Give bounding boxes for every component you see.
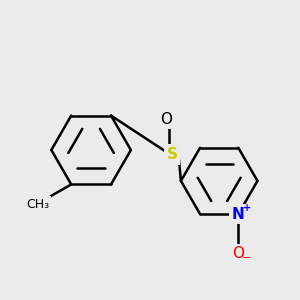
Text: N: N: [232, 207, 245, 222]
Text: S: S: [167, 147, 178, 162]
Text: +: +: [242, 202, 250, 213]
Text: O: O: [232, 246, 244, 261]
Text: CH₃: CH₃: [26, 198, 49, 211]
Text: −: −: [242, 253, 251, 263]
Text: O: O: [160, 112, 172, 127]
Text: S: S: [167, 147, 178, 162]
